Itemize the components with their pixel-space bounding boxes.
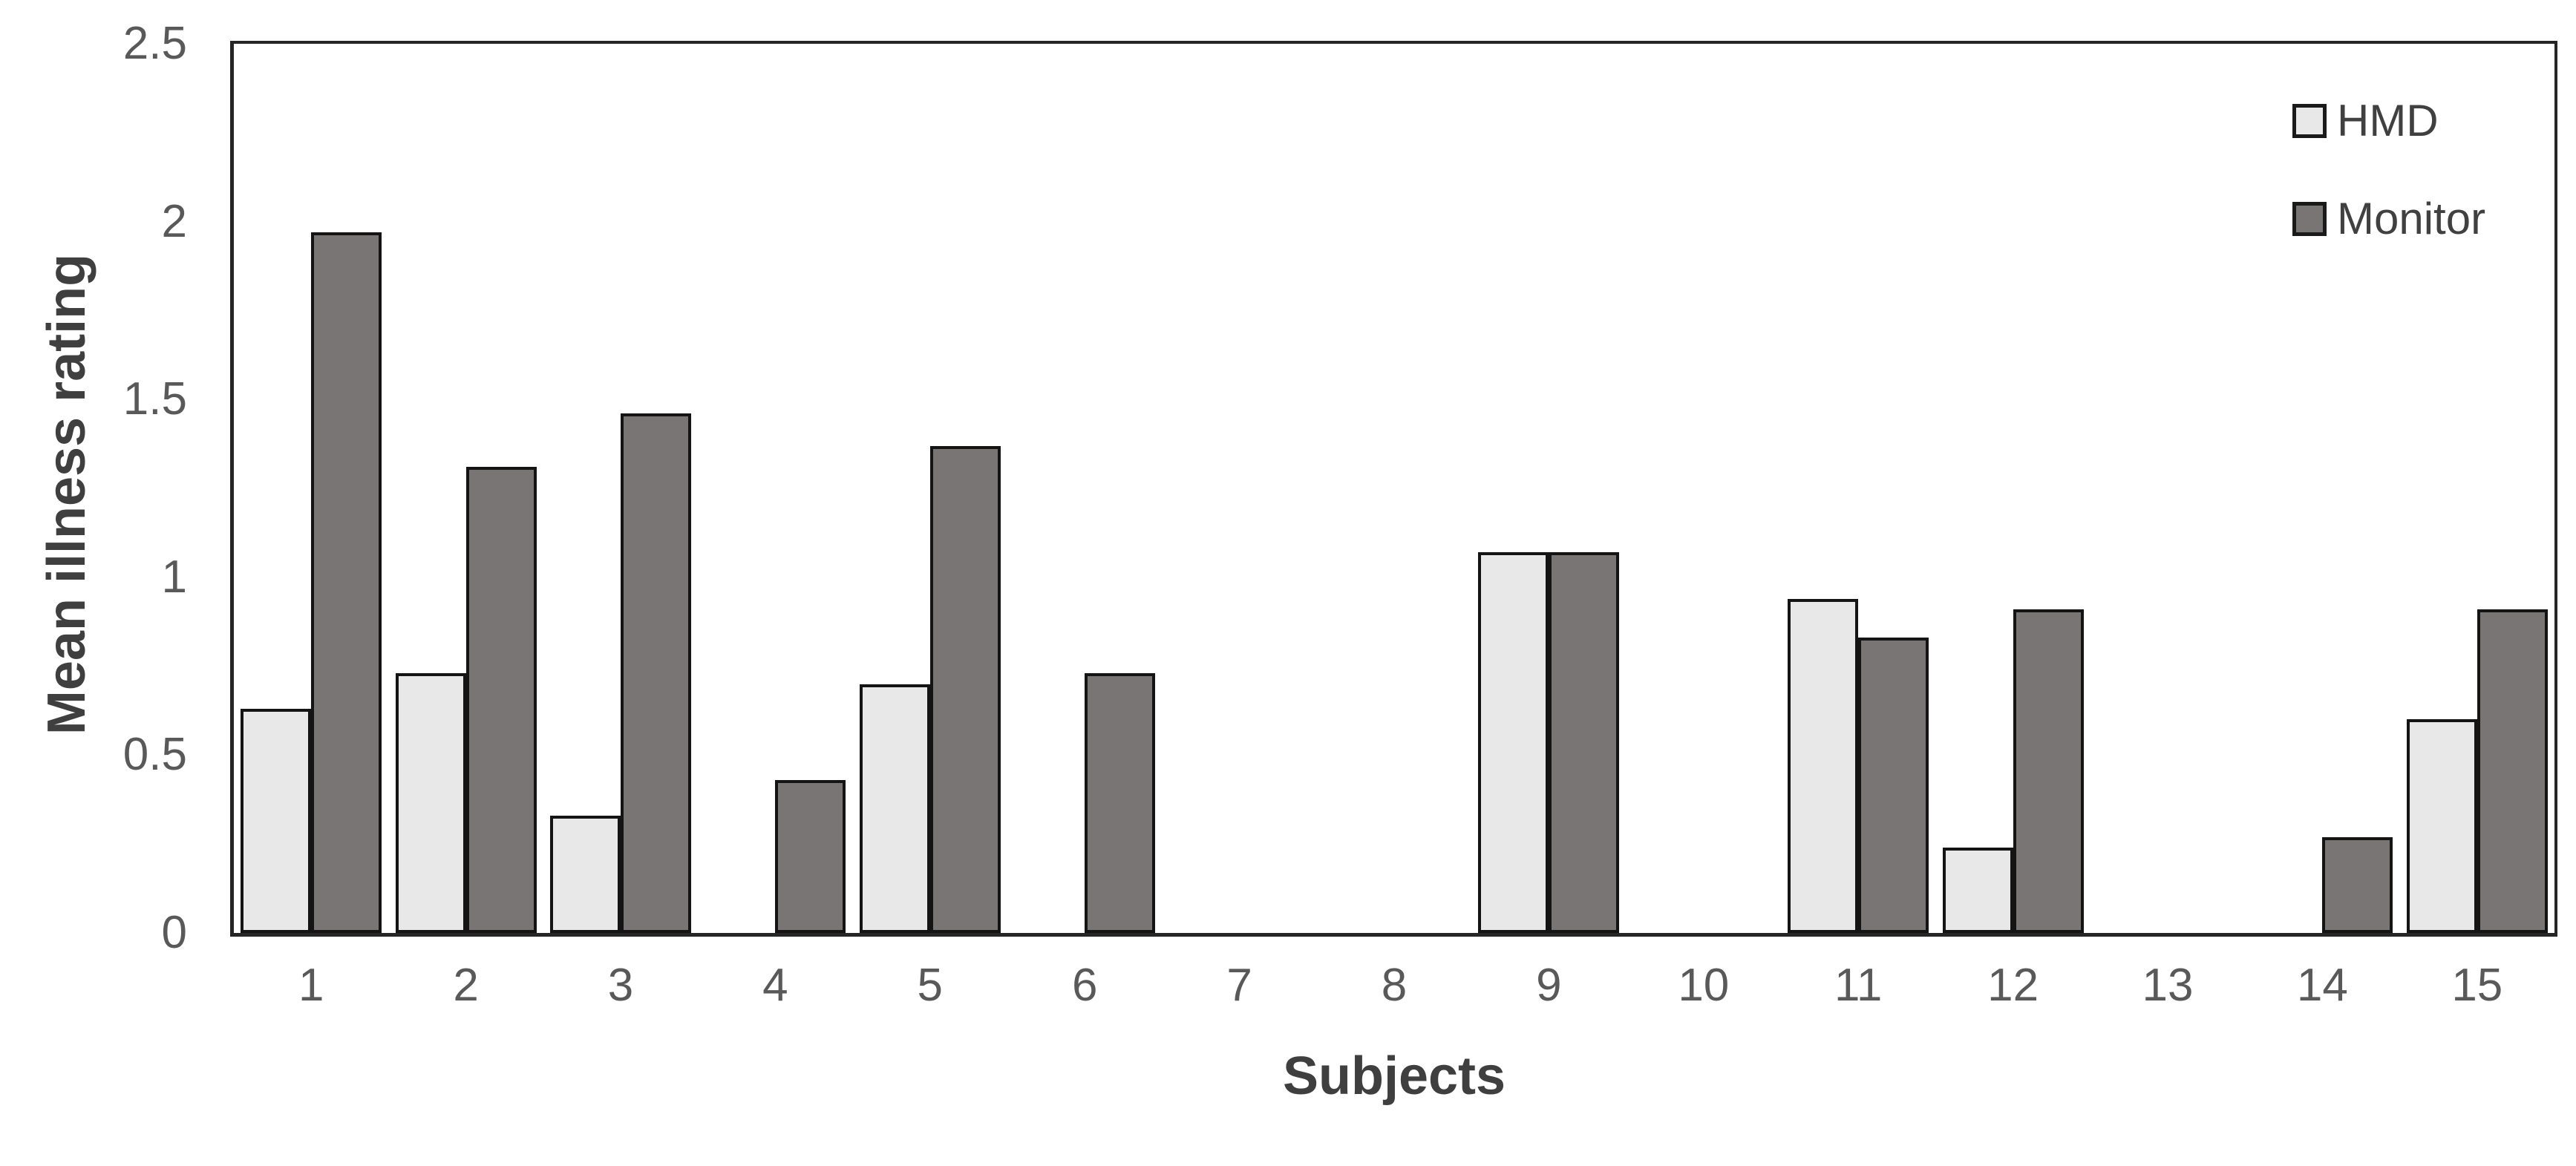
x-tick-label-15: 15	[2451, 960, 2503, 1011]
x-tick-label-1: 1	[298, 960, 324, 1011]
bar-hmd-subject-3	[550, 815, 621, 933]
x-tick-label-8: 8	[1381, 960, 1408, 1011]
y-tick-label-2: 2	[161, 195, 187, 247]
bar-monitor-subject-15	[2477, 609, 2548, 933]
plot-area	[230, 41, 2557, 937]
bar-monitor-subject-12	[2013, 609, 2084, 933]
x-tick-label-3: 3	[607, 960, 634, 1011]
x-tick-label-9: 9	[1536, 960, 1562, 1011]
bar-monitor-subject-14	[2322, 836, 2393, 933]
bar-monitor-subject-3	[621, 413, 691, 933]
bar-hmd-subject-9	[1478, 552, 1549, 933]
x-tick-label-11: 11	[1834, 960, 1883, 1011]
y-tick-label-1.5: 1.5	[122, 373, 187, 425]
bar-hmd-subject-5	[859, 684, 930, 933]
x-tick-label-14: 14	[2296, 960, 2348, 1011]
y-tick-label-2.5: 2.5	[122, 18, 187, 69]
bar-hmd-subject-15	[2406, 719, 2477, 933]
bar-monitor-subject-11	[1858, 638, 1929, 933]
bar-hmd-subject-12	[1942, 848, 2013, 933]
legend-entry-monitor: Monitor	[2292, 194, 2485, 243]
y-tick-label-0: 0	[161, 907, 187, 958]
x-tick-label-7: 7	[1226, 960, 1252, 1011]
y-tick-label-1: 1	[161, 551, 187, 603]
x-tick-label-6: 6	[1071, 960, 1098, 1011]
bar-monitor-subject-4	[775, 779, 846, 933]
bar-monitor-subject-9	[1549, 552, 1620, 933]
x-tick-label-12: 12	[1987, 960, 2039, 1011]
x-axis-title: Subjects	[1282, 1047, 1506, 1106]
x-tick-label-10: 10	[1678, 960, 1730, 1011]
bar-monitor-subject-2	[465, 467, 537, 933]
bar-hmd-subject-11	[1788, 598, 1859, 933]
x-tick-label-4: 4	[762, 960, 788, 1011]
y-tick-label-0.5: 0.5	[122, 729, 187, 781]
bar-monitor-subject-5	[929, 445, 1001, 933]
legend-label-hmd: HMD	[2337, 96, 2439, 145]
bar-hmd-subject-2	[395, 673, 466, 933]
legend-swatch-monitor-icon	[2292, 202, 2327, 236]
legend-label-monitor: Monitor	[2337, 194, 2486, 243]
bar-hmd-subject-1	[241, 709, 312, 933]
legend-entry-hmd: HMD	[2292, 96, 2439, 145]
x-tick-label-2: 2	[453, 960, 479, 1011]
legend-swatch-hmd-icon	[2292, 104, 2327, 138]
bar-monitor-subject-6	[1085, 673, 1156, 933]
x-tick-label-13: 13	[2142, 960, 2194, 1011]
bar-monitor-subject-1	[311, 232, 382, 933]
x-tick-label-5: 5	[917, 960, 944, 1011]
